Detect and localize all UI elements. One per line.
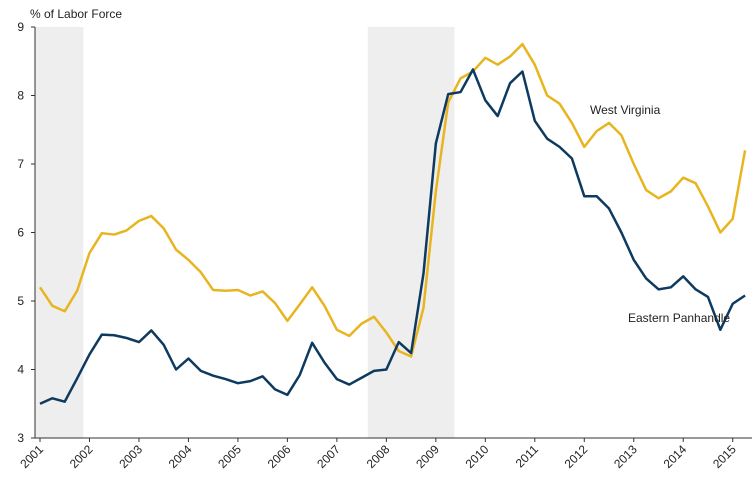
x-tick-label: 2013 [611,442,640,471]
x-tick-label: 2005 [215,442,244,471]
x-tick-label: 2009 [413,442,442,471]
y-tick-label: 8 [17,89,24,103]
recession-shade [367,27,455,438]
y-tick-label: 7 [17,157,24,171]
x-tick-label: 2015 [710,442,739,471]
x-tick-label: 2006 [265,442,294,471]
series-line [38,42,747,358]
recession-shade [35,27,84,438]
y-axis-label: % of Labor Force [30,7,122,21]
y-tick-label: 3 [17,431,24,445]
x-tick-label: 2007 [314,442,343,471]
y-tick-label: 9 [17,20,24,34]
x-tick-label: 2004 [166,442,195,471]
x-tick-label: 2008 [364,442,393,471]
x-tick-label: 2001 [17,442,46,471]
x-tick-label: 2003 [116,442,145,471]
y-tick-label: 6 [17,226,24,240]
x-tick-label: 2012 [562,442,591,471]
series-line [39,68,746,405]
y-tick-label: 4 [17,363,24,377]
x-tick-label: 2002 [67,442,96,471]
series-label: West Virginia [590,103,661,117]
x-tick-label: 2010 [463,442,492,471]
y-tick-label: 5 [17,294,24,308]
series-label: Eastern Panhandle [628,311,730,325]
x-tick-label: 2011 [513,442,541,470]
x-tick-label: 2014 [661,442,690,471]
